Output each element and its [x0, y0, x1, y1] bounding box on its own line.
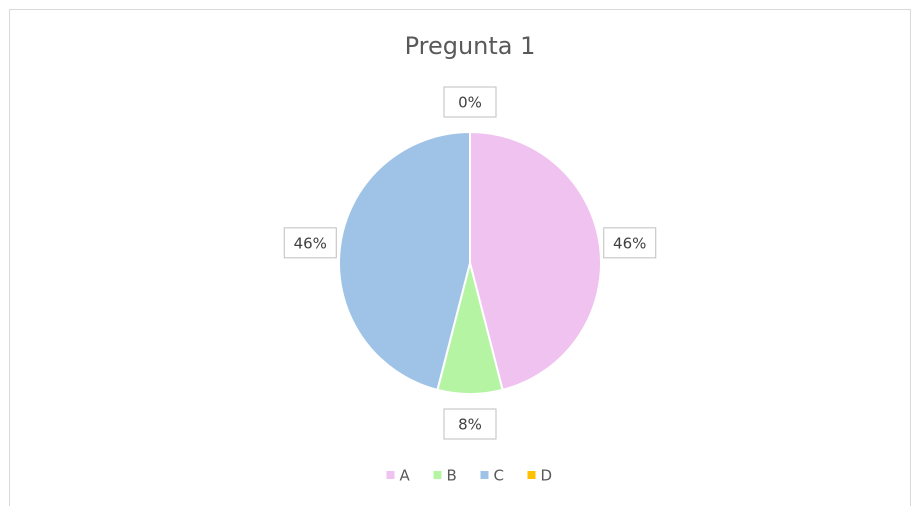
legend-swatch	[480, 471, 489, 479]
data-label: 46%	[613, 234, 646, 252]
legend-swatch	[527, 471, 536, 479]
data-label-box	[443, 408, 497, 440]
legend-swatch	[433, 471, 442, 479]
data-label: 8%	[458, 416, 482, 434]
data-label: 0%	[458, 94, 482, 112]
data-label: 46%	[294, 234, 327, 252]
legend-label: A	[400, 467, 411, 485]
legend-label: D	[541, 467, 553, 485]
chart-title: Pregunta 1	[405, 32, 536, 60]
pie-slice	[469, 130, 602, 392]
data-label-box	[443, 86, 497, 118]
legend-label: B	[447, 467, 457, 485]
legend-label: C	[494, 467, 504, 485]
pie-slice	[338, 130, 471, 392]
data-label-box	[283, 227, 337, 259]
data-label-box	[603, 227, 657, 259]
legend-swatch	[386, 471, 395, 479]
